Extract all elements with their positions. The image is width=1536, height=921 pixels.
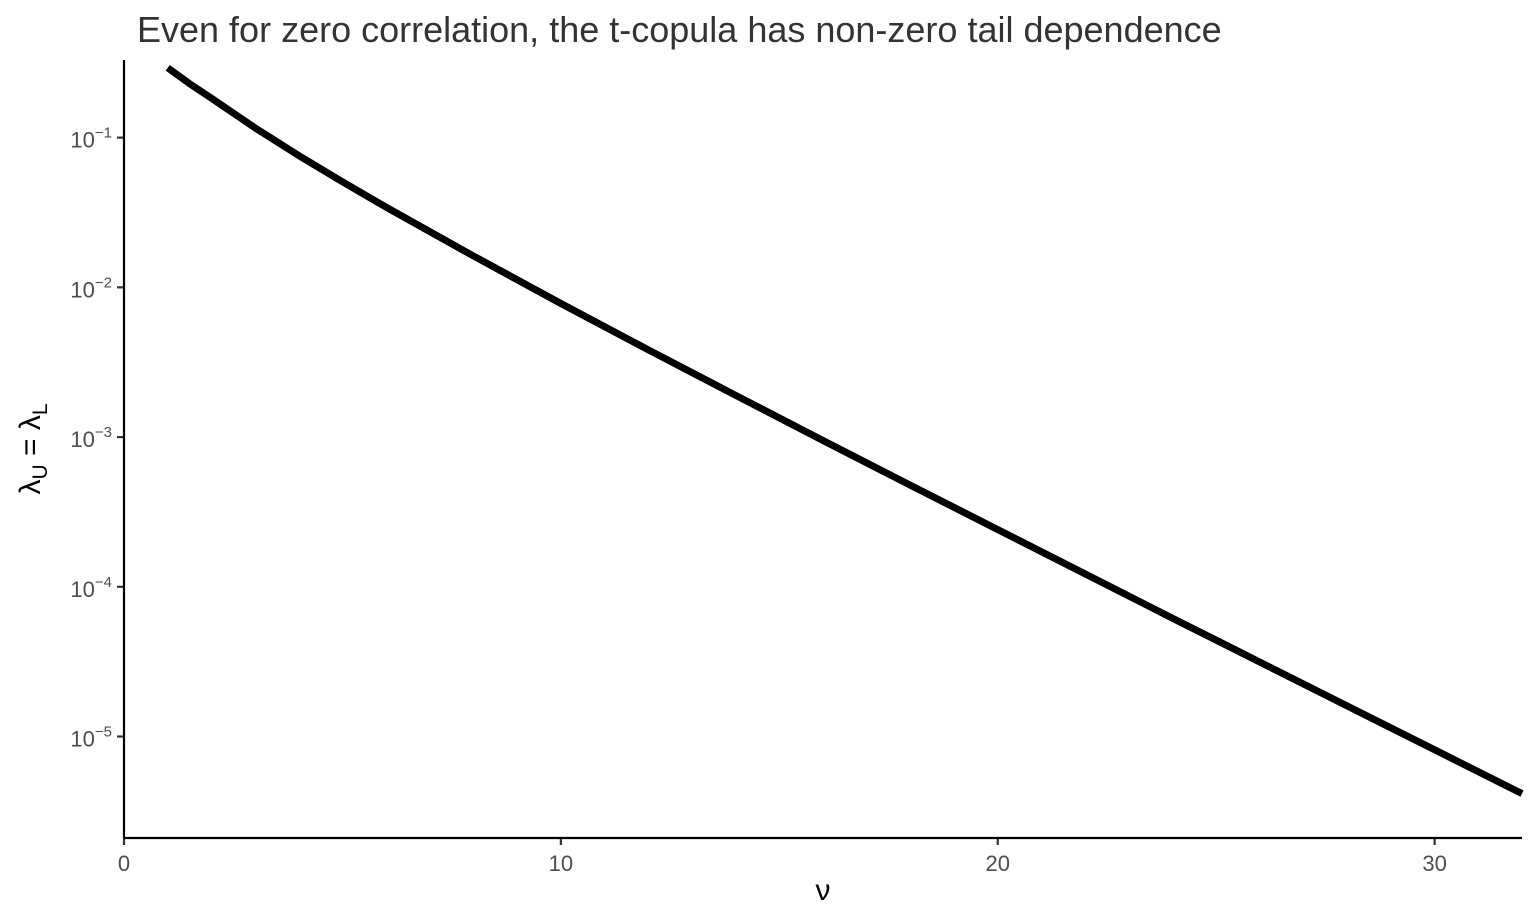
x-tick-label: 20 bbox=[986, 851, 1010, 876]
y-axis-title-subscript-l: L bbox=[29, 403, 52, 415]
y-tick-label-base: 10 bbox=[70, 727, 94, 752]
y-axis-title-equals: = bbox=[14, 430, 47, 464]
y-tick-label: 10−1 bbox=[70, 125, 112, 153]
y-tick-label-exponent: −3 bbox=[95, 424, 112, 441]
x-tick-label: 10 bbox=[549, 851, 573, 876]
y-tick-label-base: 10 bbox=[70, 427, 94, 452]
y-axis-title-subscript-u: U bbox=[29, 464, 52, 479]
y-tick-label: 10−2 bbox=[70, 274, 112, 302]
y-axis-title-lambda-upper: λ bbox=[14, 480, 47, 495]
y-tick-label-exponent: −2 bbox=[95, 274, 112, 291]
x-tick-label: 0 bbox=[118, 851, 130, 876]
x-tick-label: 30 bbox=[1422, 851, 1446, 876]
x-axis-ticks: 0 10 20 30 bbox=[118, 838, 1447, 876]
y-tick-label: 10−5 bbox=[70, 724, 112, 752]
y-tick-label-exponent: −4 bbox=[95, 574, 112, 591]
y-tick-label-base: 10 bbox=[70, 277, 94, 302]
y-tick-label-exponent: −5 bbox=[95, 724, 112, 741]
y-tick-label-exponent: −1 bbox=[95, 125, 112, 142]
y-axis-ticks: 10−110−210−310−410−5 bbox=[70, 125, 124, 752]
y-tick-label-base: 10 bbox=[70, 577, 94, 602]
tail-dependence-series-line bbox=[165, 64, 1524, 797]
x-axis-title: ν bbox=[816, 874, 831, 907]
chart-title: Even for zero correlation, the t-copula … bbox=[137, 9, 1222, 50]
series-layer bbox=[165, 64, 1524, 797]
y-axis-title-lambda-lower: λ bbox=[14, 415, 47, 430]
y-tick-label: 10−3 bbox=[70, 424, 112, 452]
y-tick-label-base: 10 bbox=[70, 128, 94, 153]
y-tick-label: 10−4 bbox=[70, 574, 112, 602]
y-axis-title: λU = λL bbox=[14, 403, 52, 494]
